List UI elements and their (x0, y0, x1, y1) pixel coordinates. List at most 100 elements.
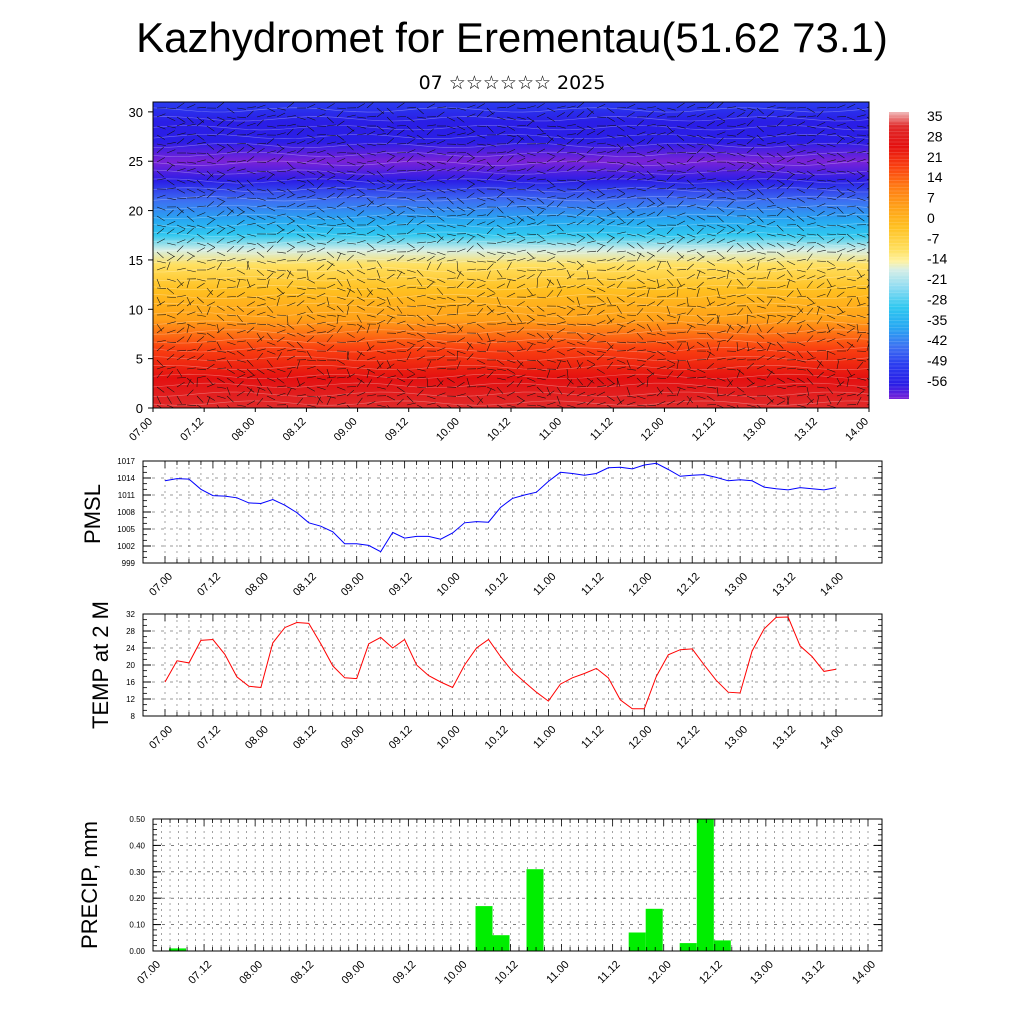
wind-barb (436, 287, 444, 295)
wind-barb (796, 161, 806, 165)
precip-bars (169, 819, 731, 951)
wind-barb (746, 230, 756, 235)
wind-barb (216, 183, 225, 190)
wind-barb (746, 281, 754, 289)
wind-barb (426, 323, 436, 326)
wind-barb (566, 105, 576, 109)
colorbar-label: -14 (927, 251, 947, 267)
wind-barb (496, 305, 506, 308)
wind-barb (646, 394, 656, 397)
wind-barb (346, 368, 351, 378)
wind-barb (256, 114, 266, 118)
wind-barb (406, 134, 416, 139)
wind-barb (826, 106, 837, 109)
wind-barb (336, 394, 346, 397)
wind-barb (726, 197, 736, 201)
wind-barb (306, 336, 315, 343)
wind-barb (856, 183, 865, 190)
wind-barb (726, 224, 735, 230)
wind-barb (636, 242, 644, 250)
isoline (153, 391, 869, 397)
wind-barb (836, 332, 846, 337)
wind-barb (416, 332, 425, 338)
wind-barb (256, 104, 266, 109)
wind-barb (796, 377, 805, 383)
wind-barb (216, 120, 225, 127)
wind-barb (656, 278, 660, 288)
wind-barb (656, 401, 666, 406)
isoline (153, 116, 869, 122)
wind-barb (156, 178, 166, 181)
x-tick-label: 09.00 (339, 571, 367, 599)
x-tick-label: 13.12 (792, 416, 820, 444)
wind-barb (646, 137, 654, 145)
wind-barb (576, 391, 586, 397)
wind-barb (456, 188, 466, 192)
wind-barb (436, 305, 446, 308)
wind-barb (416, 314, 425, 321)
wind-barb (746, 137, 755, 145)
chart-title: Kazhydromet for Erementau(51.62 73.1) (136, 14, 888, 61)
x-tick-label: 10.12 (485, 416, 513, 444)
wind-barb (466, 299, 474, 307)
wind-barb (586, 305, 597, 307)
wind-barb (376, 233, 386, 238)
wind-barb (786, 314, 796, 317)
wind-barb (816, 269, 826, 274)
wind-barb (656, 261, 661, 271)
wind-barb (786, 396, 790, 406)
wind-barb (686, 368, 696, 372)
wind-barb (216, 305, 225, 312)
wind-barb (276, 206, 287, 208)
wind-barb (506, 314, 513, 323)
wind-barb (326, 103, 335, 109)
wind-barb (436, 251, 446, 256)
wind-barb (266, 138, 275, 145)
wind-barb (726, 239, 736, 244)
wind-barb (196, 404, 203, 408)
x-tick-label: 13.00 (722, 571, 750, 599)
wind-barb (626, 401, 636, 406)
wind-barb (516, 301, 525, 307)
wind-barb (706, 362, 714, 370)
wind-barb (536, 178, 546, 181)
wind-barb (456, 350, 466, 355)
wind-barb (656, 197, 664, 205)
x-tick-label: 13.00 (748, 959, 776, 987)
wind-barb (616, 325, 623, 334)
wind-barb (316, 341, 326, 347)
wind-barb (186, 116, 194, 124)
wind-barb (476, 350, 487, 353)
wind-barb (376, 359, 382, 369)
wind-barb (826, 116, 836, 121)
wind-barb (436, 331, 446, 334)
wind-barb (176, 327, 185, 334)
wind-barb (156, 327, 165, 334)
wind-barb (236, 233, 246, 238)
wind-barb (306, 151, 316, 154)
wind-barb (376, 278, 386, 283)
wind-barb (176, 116, 185, 123)
wind-barb (186, 188, 196, 193)
wind-barb (476, 242, 484, 250)
wind-barb (456, 132, 466, 136)
wind-barb (796, 368, 806, 371)
wind-barb (166, 341, 177, 343)
wind-barb (456, 337, 465, 343)
wind-barb (156, 359, 164, 367)
wind-barb (816, 282, 825, 289)
wind-barb (696, 270, 701, 280)
wind-barb (676, 151, 687, 154)
wind-barb (806, 386, 810, 396)
wind-barb (366, 170, 376, 176)
wind-barb (546, 279, 552, 289)
wind-barb (266, 323, 276, 328)
wind-barb (346, 161, 356, 166)
wind-barb (456, 323, 463, 332)
wind-barb (516, 197, 526, 201)
wind-barb (606, 341, 614, 349)
wind-barb (526, 305, 534, 313)
wind-barb (186, 389, 194, 397)
wind-barb (676, 315, 681, 325)
wind-barb (816, 338, 826, 343)
